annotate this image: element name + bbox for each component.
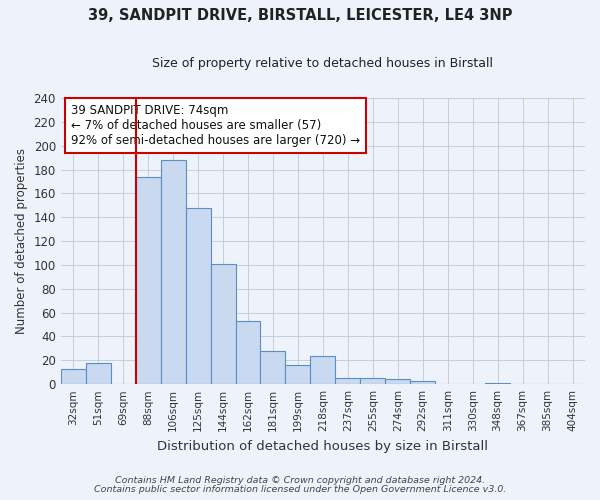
Bar — [236, 321, 260, 384]
Bar — [385, 380, 410, 384]
Bar — [485, 383, 510, 384]
Bar — [136, 176, 161, 384]
Bar — [161, 160, 185, 384]
Bar — [211, 264, 236, 384]
Y-axis label: Number of detached properties: Number of detached properties — [15, 148, 28, 334]
Text: Contains public sector information licensed under the Open Government Licence v3: Contains public sector information licen… — [94, 485, 506, 494]
X-axis label: Distribution of detached houses by size in Birstall: Distribution of detached houses by size … — [157, 440, 488, 452]
Text: Contains HM Land Registry data © Crown copyright and database right 2024.: Contains HM Land Registry data © Crown c… — [115, 476, 485, 485]
Bar — [185, 208, 211, 384]
Bar — [86, 362, 111, 384]
Text: 39, SANDPIT DRIVE, BIRSTALL, LEICESTER, LE4 3NP: 39, SANDPIT DRIVE, BIRSTALL, LEICESTER, … — [88, 8, 512, 22]
Title: Size of property relative to detached houses in Birstall: Size of property relative to detached ho… — [152, 58, 493, 70]
Bar — [61, 368, 86, 384]
Bar — [260, 351, 286, 384]
Bar — [286, 365, 310, 384]
Bar — [410, 380, 435, 384]
Bar — [335, 378, 361, 384]
Bar — [361, 378, 385, 384]
Text: 39 SANDPIT DRIVE: 74sqm
← 7% of detached houses are smaller (57)
92% of semi-det: 39 SANDPIT DRIVE: 74sqm ← 7% of detached… — [71, 104, 361, 147]
Bar — [310, 356, 335, 384]
